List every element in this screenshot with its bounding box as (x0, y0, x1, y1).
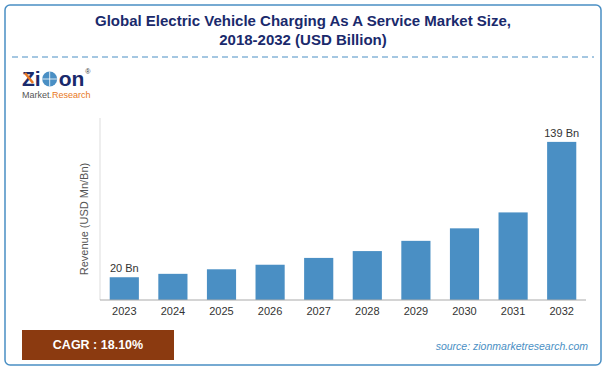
x-axis-line (100, 300, 586, 301)
x-tick-label: 2030 (452, 305, 476, 317)
y-axis-line (100, 118, 101, 300)
bar (450, 228, 479, 300)
cagr-box (22, 330, 174, 360)
subtitle: 2018-2032 (USD Billion) (219, 31, 387, 48)
logo-subtext: Market.Research (22, 90, 91, 100)
cagr-text: CAGR : 18.10% (53, 338, 143, 352)
x-tick-label: 2032 (549, 305, 573, 317)
x-tick-label: 2031 (501, 305, 525, 317)
x-tick-label: 2029 (404, 305, 428, 317)
logo-subtext: Market (22, 90, 50, 100)
bar (110, 277, 139, 300)
bar (499, 212, 528, 300)
bars (110, 142, 577, 300)
bar (401, 241, 430, 300)
title: Global Electric Vehicle Charging As A Se… (95, 12, 511, 29)
divider (12, 57, 594, 58)
bar (547, 142, 576, 300)
x-tick-label: 2026 (258, 305, 282, 317)
bar (256, 265, 285, 300)
x-tick-label: 2028 (355, 305, 379, 317)
logo-subtext: Research (52, 90, 91, 100)
logo-mark: ® (85, 68, 91, 75)
logo-text: Zi (22, 67, 41, 90)
logo-text: on (59, 67, 85, 90)
x-tick-label: 2024 (161, 305, 185, 317)
data-label: 139 Bn (544, 127, 579, 139)
chart: Global Electric Vehicle Charging As A Se… (0, 0, 606, 370)
logo-accent (25, 73, 33, 83)
data-label: 20 Bn (110, 262, 139, 274)
logo-globe (42, 72, 57, 87)
bar (158, 274, 187, 300)
border (5, 5, 601, 365)
y-axis-label: Revenue (USD Mn/Bn) (78, 163, 90, 276)
logo-globe-line (49, 72, 50, 87)
source-text: source: zionmarketresearch.com (436, 340, 589, 352)
bar (207, 269, 236, 300)
x-tick-label: 2023 (112, 305, 136, 317)
bar (304, 258, 333, 300)
x-tick-label: 2025 (209, 305, 233, 317)
x-tick-label: 2027 (306, 305, 330, 317)
bar (353, 251, 382, 300)
